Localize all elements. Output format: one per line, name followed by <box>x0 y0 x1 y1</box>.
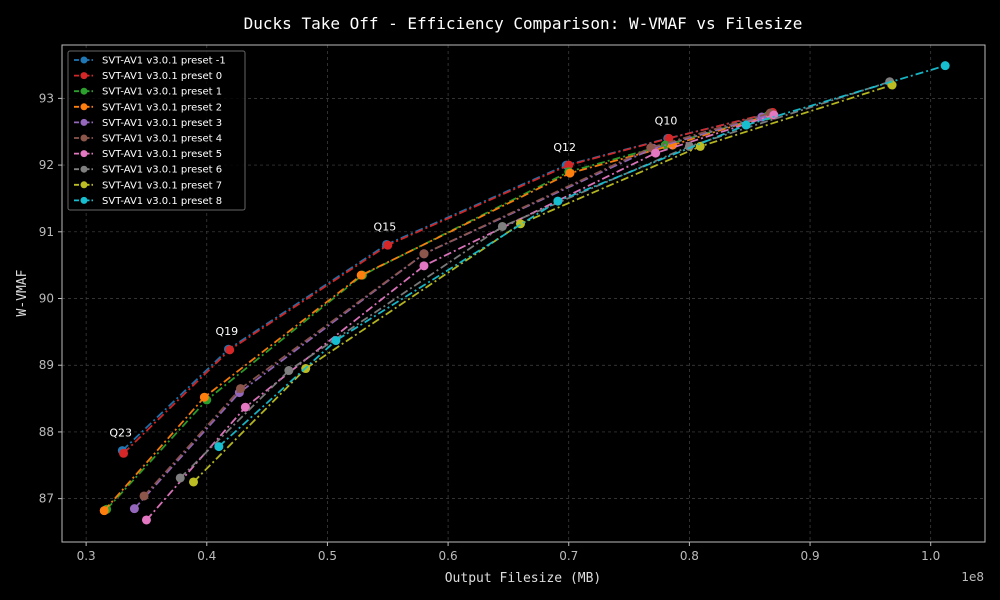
y-tick-label: 87 <box>39 492 54 506</box>
data-point <box>141 515 151 525</box>
grid <box>62 45 985 542</box>
legend: SVT-AV1 v3.0.1 preset -1 SVT-AV1 v3.0.1 p… <box>67 50 246 211</box>
series-line <box>103 113 772 512</box>
legend-swatch-marker <box>80 165 88 173</box>
data-point <box>99 506 109 516</box>
annotation-label: Q12 <box>553 141 576 154</box>
axis-ticks: 0.3 0.4 0.5 0.6 0.7 0.8 0.9 1.0 87 88 89 90 91 92 93 <box>39 91 941 563</box>
legend-swatch-marker <box>80 103 88 111</box>
x-tick-label: 0.7 <box>559 549 578 563</box>
series-line <box>121 112 772 452</box>
x-tick-label: 0.3 <box>77 549 96 563</box>
legend-box <box>67 50 246 211</box>
y-tick-label: 90 <box>39 292 54 306</box>
legend-swatch-marker <box>80 150 88 158</box>
legend-entry-label: SVT-AV1 v3.0.1 preset 1 <box>102 87 222 98</box>
y-tick-label: 93 <box>39 91 54 105</box>
data-point <box>497 221 507 231</box>
plot-frame <box>61 44 986 543</box>
series-line <box>145 114 775 521</box>
data-point <box>214 442 224 452</box>
data-point <box>225 345 235 355</box>
x-tick-label: 0.9 <box>801 549 820 563</box>
data-point <box>175 473 185 483</box>
legend-entry-label: SVT-AV1 v3.0.1 preset 5 <box>102 149 222 160</box>
data-point <box>129 504 139 514</box>
legend-entry-label: SVT-AV1 v3.0.1 preset 3 <box>102 118 222 129</box>
data-point <box>189 477 199 487</box>
legend-entry-label: SVT-AV1 v3.0.1 preset 7 <box>102 180 222 191</box>
x-tick-label: 0.6 <box>439 549 458 563</box>
data-point <box>356 270 366 280</box>
legend-swatch-marker <box>80 118 88 126</box>
y-axis-label: W-VMAF <box>15 269 30 316</box>
annotations: Q23 Q19 Q15 Q12 Q10 <box>109 114 677 439</box>
data-point <box>664 133 674 143</box>
y-tick-label: 88 <box>39 425 54 439</box>
data-point <box>564 160 574 170</box>
x-axis-offset: 1e8 <box>961 570 984 584</box>
data-point <box>240 402 250 412</box>
legend-entry-label: SVT-AV1 v3.0.1 preset 4 <box>102 134 222 145</box>
x-tick-label: 0.4 <box>197 549 216 563</box>
y-tick-label: 92 <box>39 158 54 172</box>
legend-entry-label: SVT-AV1 v3.0.1 preset 6 <box>102 165 222 176</box>
data-point <box>419 261 429 271</box>
legend-swatch-marker <box>80 196 88 204</box>
legend-entry-label: SVT-AV1 v3.0.1 preset 0 <box>102 71 222 82</box>
data-point <box>331 336 341 346</box>
legend-swatch-marker <box>80 134 88 142</box>
series-group <box>99 61 950 525</box>
series-line <box>105 114 769 510</box>
annotation-label: Q10 <box>655 114 678 127</box>
data-point <box>383 240 393 250</box>
legend-entry-label: SVT-AV1 v3.0.1 preset -1 <box>102 56 226 67</box>
data-point <box>236 384 246 394</box>
y-tick-label: 91 <box>39 225 54 239</box>
x-tick-label: 0.8 <box>680 549 699 563</box>
series-line <box>122 111 773 454</box>
series-9 <box>214 61 950 452</box>
x-tick-label: 0.5 <box>318 549 337 563</box>
data-point <box>769 110 779 120</box>
data-point <box>940 61 950 71</box>
series-line <box>179 80 890 479</box>
data-point <box>553 196 563 206</box>
data-point <box>651 148 661 158</box>
legend-entry-label: SVT-AV1 v3.0.1 preset 2 <box>102 102 222 113</box>
data-point <box>741 120 751 130</box>
data-point <box>139 491 149 501</box>
legend-swatch-marker <box>80 87 88 95</box>
data-point <box>199 392 209 402</box>
legend-entry-label: SVT-AV1 v3.0.1 preset 8 <box>102 196 222 207</box>
legend-swatch-marker <box>80 72 88 80</box>
x-axis-label: Output Filesize (MB) <box>445 571 602 586</box>
legend-swatch-marker <box>80 56 88 64</box>
series-6 <box>141 110 779 525</box>
annotation-label: Q23 <box>109 427 132 440</box>
data-point <box>684 141 694 151</box>
x-tick-label: 1.0 <box>921 549 940 563</box>
annotation-label: Q19 <box>216 325 239 338</box>
chart-title: Ducks Take Off - Efficiency Comparison: … <box>244 14 803 33</box>
data-point <box>284 366 294 376</box>
series-1 <box>119 107 778 458</box>
data-point <box>565 168 575 178</box>
annotation-label: Q15 <box>374 220 397 233</box>
data-point <box>419 249 429 259</box>
legend-swatch-marker <box>80 181 88 189</box>
data-point <box>119 448 129 458</box>
y-tick-label: 89 <box>39 358 54 372</box>
